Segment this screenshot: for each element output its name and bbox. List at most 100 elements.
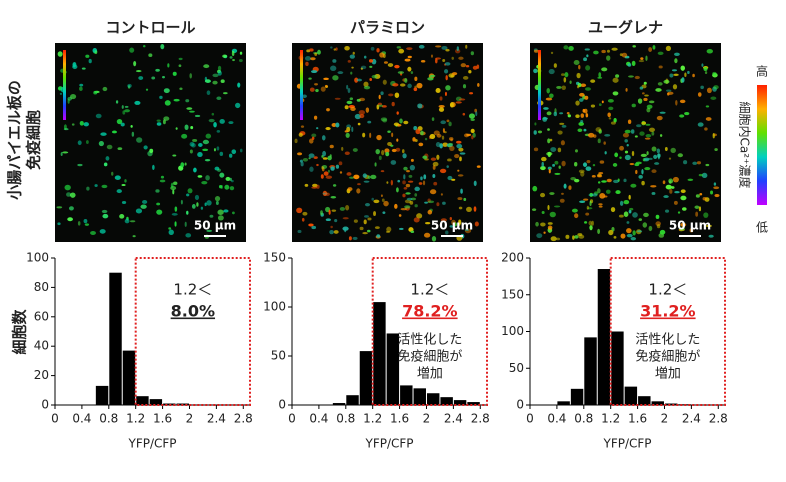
cell — [394, 92, 400, 98]
cell — [460, 188, 463, 194]
cell — [696, 161, 702, 165]
cell — [225, 176, 231, 181]
x-tick-label: 0 — [288, 412, 296, 426]
cell — [698, 206, 702, 212]
cell — [626, 144, 629, 147]
cell — [346, 172, 352, 176]
cell — [580, 113, 585, 118]
cell — [353, 174, 360, 180]
cell — [638, 59, 645, 63]
cell — [371, 74, 378, 79]
cell — [466, 206, 472, 212]
cell — [180, 199, 183, 205]
cell — [574, 213, 579, 219]
cell — [330, 225, 333, 229]
cell — [334, 219, 338, 223]
cell — [626, 233, 633, 238]
cell — [217, 209, 224, 215]
cell — [77, 221, 81, 226]
cell — [542, 117, 548, 120]
cell — [575, 114, 580, 118]
cell — [568, 185, 572, 190]
cell — [337, 71, 344, 75]
cell — [559, 198, 565, 203]
cell — [683, 160, 688, 165]
cell — [584, 87, 591, 91]
cell — [597, 181, 601, 184]
cell — [119, 214, 125, 219]
cell — [297, 152, 303, 156]
cell — [174, 206, 178, 212]
cell — [549, 138, 553, 142]
cell — [229, 56, 233, 59]
cell — [346, 84, 349, 90]
cell — [403, 120, 409, 125]
cell — [63, 128, 69, 131]
cell — [671, 69, 678, 72]
cell — [409, 164, 416, 171]
bar — [664, 403, 678, 405]
cell — [332, 75, 339, 81]
cell — [405, 192, 411, 195]
cell — [565, 234, 570, 239]
cell — [639, 86, 644, 90]
x-tick-label: 0.4 — [309, 412, 328, 426]
cell — [547, 128, 550, 131]
cell — [376, 48, 380, 53]
cell — [684, 111, 690, 116]
cell — [127, 83, 132, 88]
cell — [583, 198, 589, 201]
cell — [198, 143, 203, 147]
cell — [94, 50, 98, 55]
cell — [359, 97, 366, 102]
cell — [322, 150, 327, 157]
cell — [566, 111, 570, 115]
cell — [196, 202, 199, 207]
cell — [601, 100, 604, 104]
cell — [585, 113, 589, 118]
cell — [468, 70, 472, 74]
cell — [436, 202, 440, 207]
cell — [186, 107, 193, 110]
cell — [211, 112, 215, 116]
cell — [79, 86, 83, 91]
cell — [427, 200, 435, 204]
cell — [612, 163, 618, 167]
cell — [563, 45, 569, 50]
highlight-box — [134, 257, 251, 406]
x-axis-label: YFP/CFP — [602, 437, 651, 451]
cell — [130, 124, 133, 128]
cell — [606, 178, 612, 183]
cell — [81, 67, 86, 70]
cell — [549, 93, 554, 99]
cell — [442, 128, 445, 133]
cell — [79, 83, 84, 87]
cell — [206, 200, 212, 206]
cell — [414, 204, 418, 208]
cell — [317, 49, 321, 55]
cell — [599, 193, 606, 199]
cell — [668, 157, 672, 160]
cell — [568, 46, 574, 51]
cell — [549, 192, 555, 195]
cell — [321, 165, 324, 170]
cell — [694, 205, 700, 209]
highlight-box — [609, 257, 726, 406]
cell — [599, 160, 605, 164]
cell — [194, 194, 200, 201]
cell — [142, 45, 146, 48]
cell — [607, 98, 614, 103]
cell — [579, 200, 586, 204]
cell — [564, 72, 569, 78]
cell — [422, 180, 426, 186]
cell — [398, 214, 402, 217]
y-tick-label: 50 — [509, 361, 524, 375]
cell — [129, 220, 136, 223]
cell — [114, 175, 121, 180]
x-tick-label: 0.8 — [99, 412, 118, 426]
cell — [666, 89, 672, 92]
cell — [420, 59, 426, 63]
cell — [615, 74, 620, 78]
cell — [100, 132, 107, 136]
cell — [648, 100, 655, 104]
